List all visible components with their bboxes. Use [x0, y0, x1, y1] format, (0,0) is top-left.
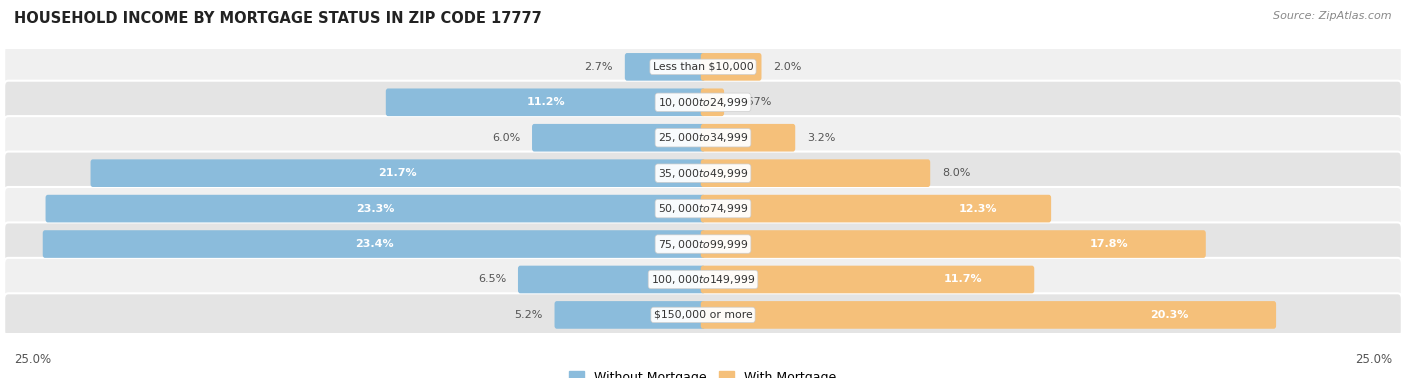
- FancyBboxPatch shape: [45, 195, 706, 222]
- FancyBboxPatch shape: [4, 45, 1402, 88]
- Text: $35,000 to $49,999: $35,000 to $49,999: [658, 167, 748, 180]
- Text: 2.7%: 2.7%: [585, 62, 613, 72]
- FancyBboxPatch shape: [700, 124, 796, 152]
- Text: Less than $10,000: Less than $10,000: [652, 62, 754, 72]
- FancyBboxPatch shape: [700, 53, 762, 81]
- FancyBboxPatch shape: [700, 301, 1277, 329]
- Text: $50,000 to $74,999: $50,000 to $74,999: [658, 202, 748, 215]
- FancyBboxPatch shape: [700, 195, 1052, 222]
- FancyBboxPatch shape: [4, 81, 1402, 124]
- Text: 25.0%: 25.0%: [14, 353, 51, 366]
- Text: $25,000 to $34,999: $25,000 to $34,999: [658, 131, 748, 144]
- Text: 3.2%: 3.2%: [807, 133, 835, 143]
- Text: 8.0%: 8.0%: [942, 168, 970, 178]
- FancyBboxPatch shape: [531, 124, 706, 152]
- FancyBboxPatch shape: [554, 301, 706, 329]
- Text: $100,000 to $149,999: $100,000 to $149,999: [651, 273, 755, 286]
- FancyBboxPatch shape: [700, 266, 1035, 293]
- Text: 0.67%: 0.67%: [735, 97, 772, 107]
- FancyBboxPatch shape: [385, 88, 706, 116]
- Text: 6.0%: 6.0%: [492, 133, 520, 143]
- Text: 23.4%: 23.4%: [354, 239, 394, 249]
- FancyBboxPatch shape: [4, 116, 1402, 160]
- FancyBboxPatch shape: [4, 152, 1402, 195]
- Text: 20.3%: 20.3%: [1150, 310, 1188, 320]
- FancyBboxPatch shape: [624, 53, 706, 81]
- Text: Source: ZipAtlas.com: Source: ZipAtlas.com: [1274, 11, 1392, 21]
- FancyBboxPatch shape: [4, 293, 1402, 336]
- FancyBboxPatch shape: [700, 88, 724, 116]
- Text: 21.7%: 21.7%: [378, 168, 418, 178]
- Text: 17.8%: 17.8%: [1090, 239, 1129, 249]
- FancyBboxPatch shape: [700, 160, 931, 187]
- Text: $150,000 or more: $150,000 or more: [654, 310, 752, 320]
- FancyBboxPatch shape: [4, 187, 1402, 230]
- Text: 2.0%: 2.0%: [773, 62, 801, 72]
- Legend: Without Mortgage, With Mortgage: Without Mortgage, With Mortgage: [564, 366, 842, 378]
- Text: 5.2%: 5.2%: [515, 310, 543, 320]
- FancyBboxPatch shape: [700, 230, 1206, 258]
- FancyBboxPatch shape: [4, 258, 1402, 301]
- Text: 25.0%: 25.0%: [1355, 353, 1392, 366]
- FancyBboxPatch shape: [517, 266, 706, 293]
- Text: $75,000 to $99,999: $75,000 to $99,999: [658, 237, 748, 251]
- Text: 11.2%: 11.2%: [526, 97, 565, 107]
- Text: HOUSEHOLD INCOME BY MORTGAGE STATUS IN ZIP CODE 17777: HOUSEHOLD INCOME BY MORTGAGE STATUS IN Z…: [14, 11, 541, 26]
- Text: 11.7%: 11.7%: [943, 274, 983, 285]
- FancyBboxPatch shape: [42, 230, 706, 258]
- Text: 6.5%: 6.5%: [478, 274, 506, 285]
- FancyBboxPatch shape: [90, 160, 706, 187]
- Text: 12.3%: 12.3%: [959, 204, 997, 214]
- Text: $10,000 to $24,999: $10,000 to $24,999: [658, 96, 748, 109]
- FancyBboxPatch shape: [4, 222, 1402, 266]
- Text: 23.3%: 23.3%: [356, 204, 395, 214]
